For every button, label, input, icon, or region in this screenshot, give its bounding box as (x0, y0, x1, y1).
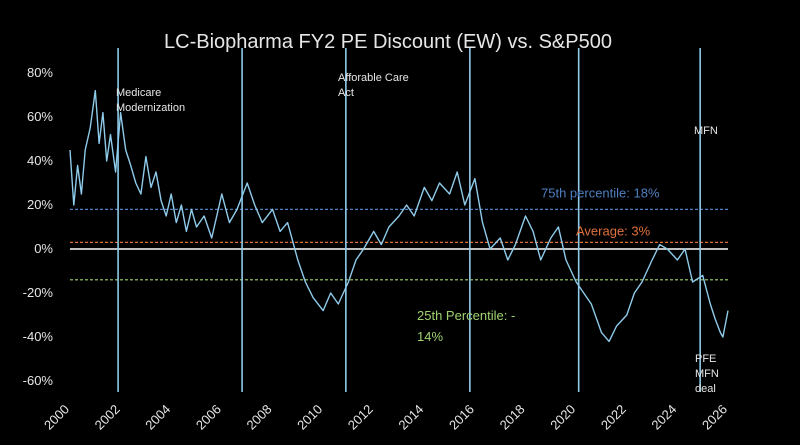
series-layer (69, 89, 729, 343)
y-tick-label: -60% (23, 373, 54, 388)
x-tick-label: 2026 (699, 402, 730, 433)
annotation-pfe-mfn-deal: PFE (695, 353, 716, 365)
y-tick-label: 0% (34, 241, 53, 256)
chart-title: LC-Biopharma FY2 PE Discount (EW) vs. S&… (164, 31, 612, 53)
label-75th-percentile: 75th percentile: 18% (541, 185, 660, 200)
y-tick-label: -40% (23, 329, 54, 344)
x-tick-label: 2000 (41, 402, 72, 433)
label-average: Average: 3% (576, 223, 651, 238)
y-tick-label: 40% (27, 153, 53, 168)
x-tick-label: 2008 (244, 402, 275, 433)
label-25th-percentile-1: 25th Percentile: - (417, 308, 515, 323)
x-tick-label: 2016 (446, 402, 477, 433)
x-tick-label: 2020 (547, 402, 578, 433)
reference-lines (70, 208, 728, 281)
y-tick-label: 60% (27, 109, 53, 124)
x-tick-label: 2010 (294, 402, 325, 433)
x-tick-label: 2012 (345, 402, 376, 433)
x-tick-label: 2014 (395, 402, 426, 433)
x-tick-label: 2018 (497, 402, 528, 433)
event-label-medicare-modernization: Modernization (116, 102, 185, 114)
x-tick-label: 2022 (598, 402, 629, 433)
axes: -60% -40% -20% 0% 20% 40% 60% 80% 2000 2002 2004 20… (23, 65, 730, 433)
annotation-pfe-mfn-deal: deal (695, 383, 716, 395)
y-tick-label: -20% (23, 285, 54, 300)
series-line-1 (69, 89, 729, 343)
x-tick-label: 2004 (142, 402, 173, 433)
x-tick-label: 2002 (92, 402, 123, 433)
label-25th-percentile-2: 14% (417, 329, 443, 344)
labels: Medicare Modernization Afforable Care Act MF… (116, 72, 719, 395)
event-label-mfn: MFN (694, 125, 718, 137)
y-tick-label: 20% (27, 197, 53, 212)
event-lines (117, 48, 701, 392)
x-tick-label: 2024 (648, 402, 679, 433)
event-label-event-2010: Afforable Care (338, 72, 409, 84)
x-tick-label: 2006 (193, 402, 224, 433)
event-label-event-2010: Act (338, 87, 354, 99)
event-label-medicare-modernization: Medicare (116, 87, 161, 99)
annotation-pfe-mfn-deal: MFN (695, 368, 719, 380)
y-tick-label: 80% (27, 65, 53, 80)
